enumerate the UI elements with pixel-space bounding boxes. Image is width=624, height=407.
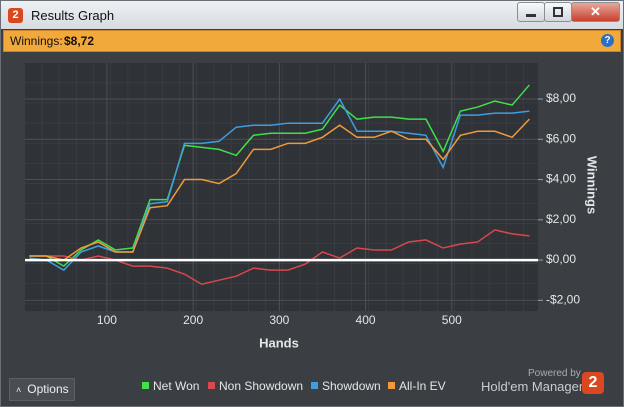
y-tick-label: $2,00 xyxy=(546,212,576,226)
series-line xyxy=(29,118,530,261)
window-title: Results Graph xyxy=(31,8,115,23)
x-tick-label: 200 xyxy=(183,313,203,327)
y-tick-label: $6,00 xyxy=(546,131,576,145)
winnings-value: $8,72 xyxy=(64,34,95,48)
x-tick-label: 400 xyxy=(356,313,376,327)
legend-label: All-In EV xyxy=(399,379,446,393)
y-axis-title: Winnings xyxy=(585,156,600,214)
x-tick-label: 100 xyxy=(97,313,117,327)
powered-by: Powered by xyxy=(528,368,581,379)
series-line xyxy=(29,84,530,268)
brand-logo: 2 xyxy=(582,372,604,394)
app-icon: 2 xyxy=(8,8,23,23)
x-tick-label: 500 xyxy=(442,313,462,327)
legend-swatch xyxy=(208,382,215,389)
close-button[interactable]: ✕ xyxy=(571,2,620,22)
options-button[interactable]: ˄ Options xyxy=(9,378,75,401)
x-tick-label: 300 xyxy=(269,313,289,327)
y-tick-label: -$2,00 xyxy=(546,293,580,307)
x-axis-title: Hands xyxy=(259,335,299,350)
maximize-button[interactable] xyxy=(544,2,572,22)
legend-label: Non Showdown xyxy=(219,379,303,393)
legend-label: Showdown xyxy=(322,379,381,393)
winnings-label: Winnings: xyxy=(10,34,63,48)
y-tick-label: $8,00 xyxy=(546,91,576,105)
y-tick-label: $0,00 xyxy=(546,252,576,266)
minor-grid xyxy=(25,63,538,311)
winnings-bar: Winnings: $8,72 ? xyxy=(3,30,621,52)
legend-swatch xyxy=(388,382,395,389)
help-button[interactable]: ? xyxy=(601,34,614,47)
title-bar: 2 Results Graph ✕ xyxy=(1,1,623,29)
brand-name: Hold'em Manager xyxy=(481,379,584,394)
legend-label: Net Won xyxy=(153,379,199,393)
y-tick-label: $4,00 xyxy=(546,172,576,186)
legend-swatch xyxy=(142,382,149,389)
legend-swatch xyxy=(311,382,318,389)
options-label: Options xyxy=(27,382,69,396)
